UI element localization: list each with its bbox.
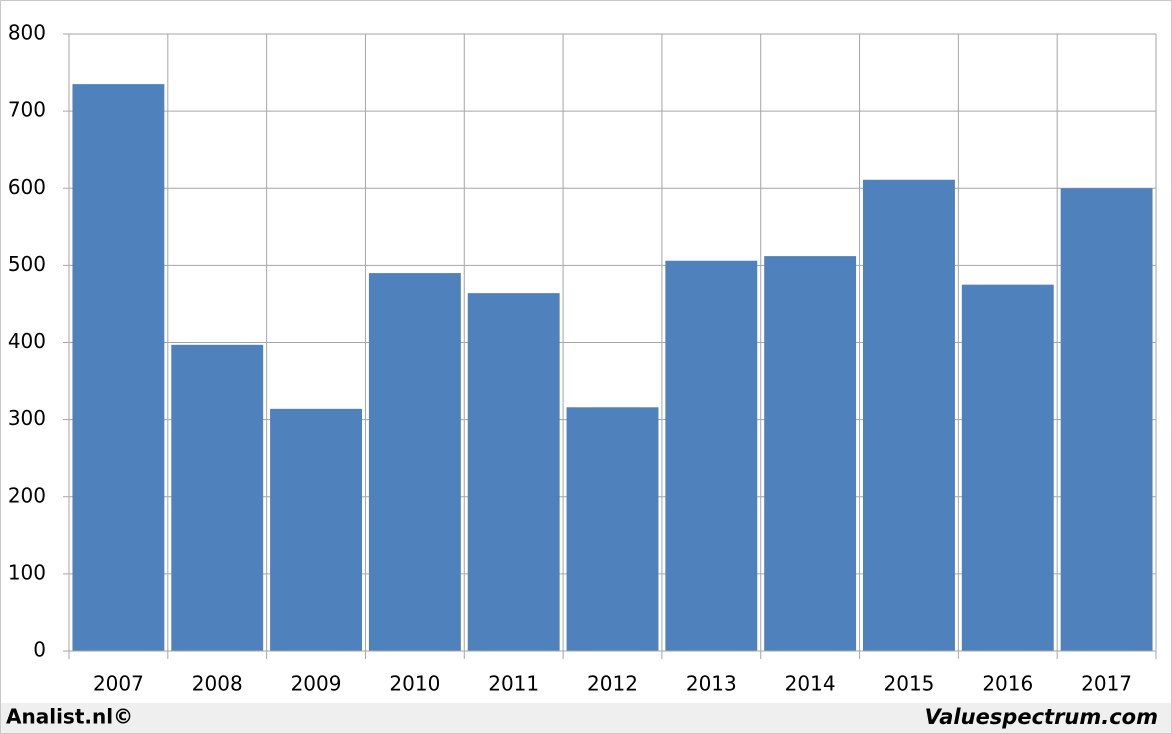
x-tick-label: 2009 <box>291 672 342 696</box>
bar <box>961 284 1054 651</box>
bar <box>270 408 362 651</box>
y-tick-label: 100 <box>8 560 46 584</box>
y-tick-label: 600 <box>8 175 46 199</box>
bar <box>467 293 560 651</box>
x-tick-label: 2017 <box>1081 672 1132 696</box>
bar <box>72 84 165 652</box>
x-tick-label: 2016 <box>982 672 1033 696</box>
bar <box>566 407 659 651</box>
bar <box>665 260 758 651</box>
bar <box>171 344 264 651</box>
x-tick-label: 2011 <box>488 672 539 696</box>
footer-band <box>1 703 1171 733</box>
y-tick-label: 800 <box>8 21 46 45</box>
bar <box>1060 188 1153 651</box>
x-tick-label: 2010 <box>389 672 440 696</box>
y-tick-label: 0 <box>33 638 46 662</box>
x-tick-label: 2013 <box>686 672 737 696</box>
y-tick-label: 500 <box>8 252 46 276</box>
x-tick-label: 2008 <box>192 672 243 696</box>
bar <box>368 273 461 651</box>
bar <box>863 179 955 652</box>
y-tick-label: 700 <box>8 98 46 122</box>
x-tick-label: 2014 <box>785 672 836 696</box>
bar <box>764 256 857 651</box>
footer-left: Analist.nl© <box>6 705 133 729</box>
y-tick-label: 300 <box>8 406 46 430</box>
y-tick-label: 200 <box>8 483 46 507</box>
x-tick-label: 2007 <box>93 672 144 696</box>
x-tick-label: 2012 <box>587 672 638 696</box>
footer-right: Valuespectrum.com <box>925 705 1158 729</box>
y-tick-label: 400 <box>8 329 46 353</box>
x-tick-label: 2015 <box>884 672 935 696</box>
